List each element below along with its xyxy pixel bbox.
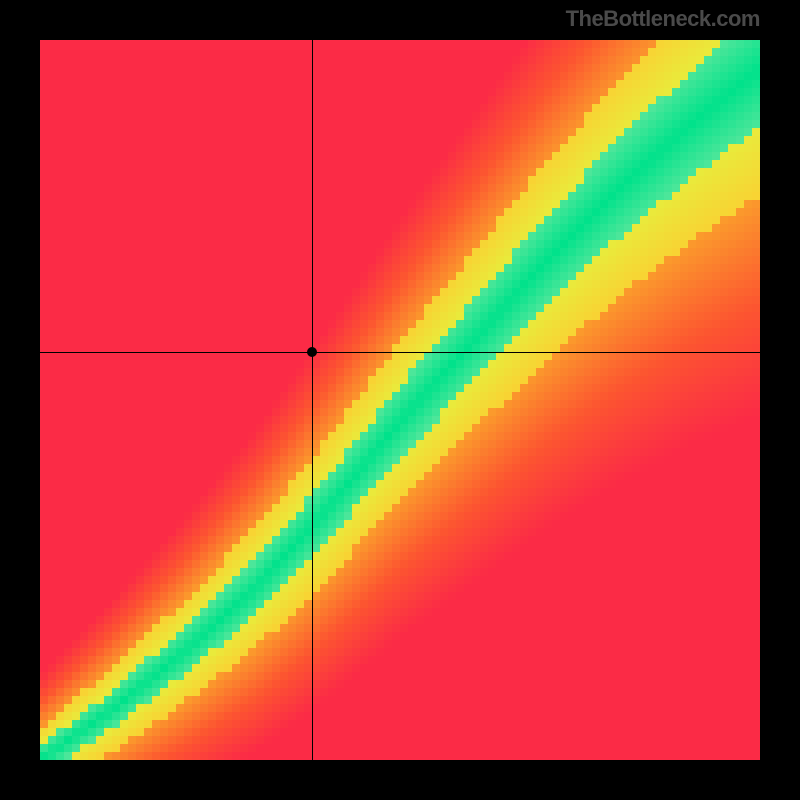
heatmap-plot (40, 40, 760, 760)
crosshair-vertical (312, 40, 313, 760)
crosshair-marker (307, 347, 317, 357)
heatmap-canvas (40, 40, 760, 760)
watermark-text: TheBottleneck.com (566, 6, 760, 32)
crosshair-horizontal (40, 352, 760, 353)
